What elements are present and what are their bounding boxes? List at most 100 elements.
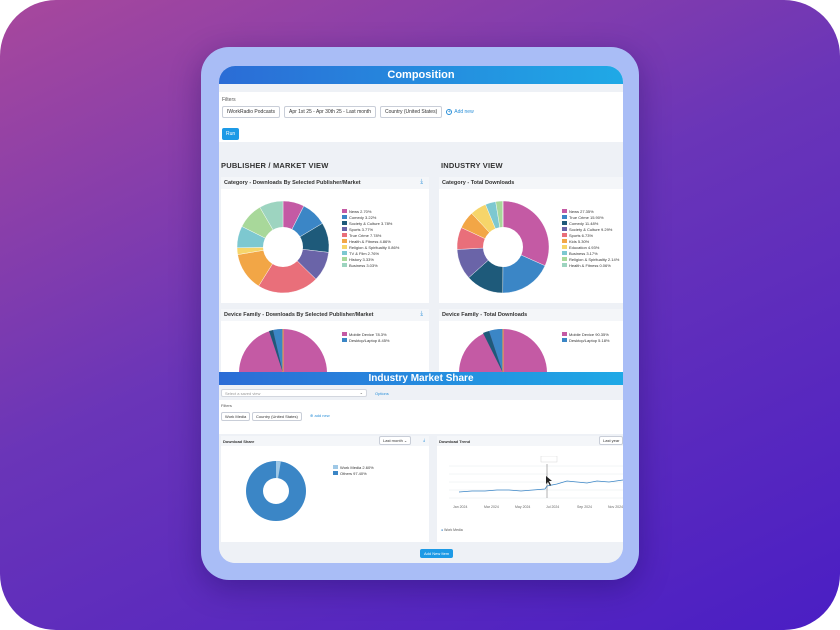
legend-item: Mobile Device 90.35%: [562, 331, 609, 337]
share-range-label: Last month: [383, 438, 403, 443]
trend-legend: ● Work Media: [441, 528, 463, 532]
legend-swatch: [333, 471, 338, 475]
download-icon[interactable]: ⤓: [420, 179, 423, 185]
legend-item: Work Media 2.60%: [333, 464, 374, 470]
legend-item: News 27.35%: [562, 208, 619, 214]
ims-chip-publisher[interactable]: Work Media: [221, 412, 251, 421]
legend-label: Sports 6.73%: [569, 232, 594, 238]
download-trend-head: Download Trend Last year: [437, 436, 623, 446]
trend-x-tick: May 2024: [515, 505, 530, 509]
run-button[interactable]: Run: [222, 128, 240, 140]
legend-swatch: [342, 263, 347, 267]
ims-chip-country[interactable]: Country (United States): [252, 412, 302, 421]
legend-label: Desktop/Laptop 8.45%: [349, 337, 390, 343]
legend-item: Health & Fitness 4.86%: [342, 238, 399, 244]
legend-label: Work Media 2.60%: [340, 464, 374, 470]
saved-view-select[interactable]: Select a saved view ⌄: [221, 389, 367, 397]
add-new-filter[interactable]: + Add new: [446, 109, 474, 115]
legend-swatch: [562, 215, 567, 219]
legend-label: Business 3.03%: [349, 262, 378, 268]
download-trend-chart: Jan 2024 Mar 2024 May 2024 Jul 2024 Sep 2024…: [449, 456, 623, 509]
legend-label: Religion & Spirituality 0.86%: [349, 244, 400, 250]
device-publisher-pie: [239, 329, 327, 372]
legend-item: Education 4.93%: [562, 244, 619, 250]
legend-swatch: [562, 257, 567, 261]
download-share-donut: [246, 461, 306, 521]
share-range-select[interactable]: Last month ⌄: [379, 436, 412, 445]
legend-label: Religion & Spirituality 2.14%: [569, 256, 620, 262]
legend-swatch: [562, 209, 567, 213]
legend-label: Education 4.93%: [569, 244, 600, 250]
filter-chip-date[interactable]: Apr 1st 25 - Apr 30th 25 - Last month: [283, 106, 376, 118]
legend-swatch: [342, 251, 347, 255]
panel-title: Category - Total Downloads: [439, 177, 623, 189]
legend-label: True Crime 15.90%: [569, 214, 604, 220]
legend-swatch: [342, 209, 347, 213]
filter-chips: IWorkRadio Podcasts Apr 1st 25 - Apr 30t…: [222, 106, 620, 118]
legend-item: Others 97.40%: [333, 470, 374, 476]
legend-label: Mobile Device 78.3%: [349, 331, 387, 337]
legend-swatch: [562, 227, 567, 231]
legend-item: Comedy 3.22%: [342, 214, 399, 220]
trend-x-tick: Nov 2024: [608, 505, 623, 509]
legend-label: True Crime 7.78%: [349, 232, 382, 238]
legend-item: Desktop/Laptop 5.18%: [562, 337, 609, 343]
device-total-panel: Device Family - Total Downloads Mobile D…: [439, 309, 623, 372]
legend-swatch: [342, 257, 347, 261]
legend-item: Business 3.17%: [562, 250, 619, 256]
ims-add-new[interactable]: ⊕ add new: [310, 413, 330, 418]
ims-filters-bar: Filters Work Media Country (United State…: [219, 400, 623, 434]
legend-label: Comedy 3.22%: [349, 214, 377, 220]
filter-chip-country[interactable]: Country (United States): [379, 106, 443, 118]
options-link[interactable]: Options: [375, 391, 389, 396]
download-share-head: Download Share Last month ⌄ ⤓: [221, 436, 429, 446]
add-new-item-button[interactable]: Add New Item: [420, 549, 454, 558]
legend-item: True Crime 7.78%: [342, 232, 399, 238]
legend-item: News 2.70%: [342, 208, 399, 214]
filters-label: Filters: [222, 97, 236, 103]
donut-hole: [263, 227, 303, 267]
panel-title: Category - Downloads By Selected Publish…: [221, 177, 429, 189]
mouse-cursor-icon: [546, 476, 552, 486]
chevron-down-icon: ⌄: [359, 390, 363, 395]
download-trend-panel: Download Trend Last year Jan 2024 Mar 202…: [437, 436, 623, 542]
category-total-pie: [456, 200, 550, 294]
legend-item: Comedy 11.48%: [562, 220, 619, 226]
download-share-panel: Download Share Last month ⌄ ⤓ Work Media…: [221, 436, 429, 542]
legend-swatch: [562, 332, 567, 336]
filters-bar: Filters IWorkRadio Podcasts Apr 1st 25 -…: [219, 92, 623, 142]
legend-item: Business 3.03%: [342, 262, 399, 268]
device-total-legend: Mobile Device 90.35% Desktop/Laptop 5.18%: [562, 331, 609, 343]
legend-item: Kids 5.30%: [562, 238, 619, 244]
trend-x-tick: Mar 2024: [484, 505, 499, 509]
download-trend-title: Download Trend: [439, 439, 471, 444]
legend-swatch: [562, 245, 567, 249]
legend-label: Sports 3.77%: [349, 226, 374, 232]
legend-label: Mobile Device 90.35%: [569, 331, 609, 337]
legend-label: Health & Fitness 0.06%: [569, 262, 611, 268]
plus-circle-icon: ⊕: [310, 413, 314, 418]
trend-x-tick: Jan 2024: [453, 505, 467, 509]
legend-item: Religion & Spirituality 0.86%: [342, 244, 399, 250]
legend-swatch: [342, 332, 347, 336]
legend-swatch: [342, 215, 347, 219]
filter-chip-publisher[interactable]: IWorkRadio Podcasts: [222, 106, 280, 118]
plus-circle-icon: +: [446, 109, 453, 115]
legend-swatch: [562, 251, 567, 255]
legend-swatch: [562, 338, 567, 342]
legend-item: Mobile Device 78.3%: [342, 331, 389, 337]
device-publisher-legend: Mobile Device 78.3% Desktop/Laptop 8.45%: [342, 331, 389, 343]
pie-slice: [258, 246, 317, 294]
add-new-label: Add new: [454, 109, 474, 115]
download-icon[interactable]: ⤓: [423, 437, 425, 442]
trend-x-tick: Sep 2024: [577, 505, 592, 509]
legend-swatch: [342, 221, 347, 225]
legend-item: Society & Culture 3.78%: [342, 220, 399, 226]
legend-label: Society & Culture 3.78%: [349, 220, 393, 226]
trend-legend-label: Work Media: [444, 528, 463, 532]
category-publisher-panel: Category - Downloads By Selected Publish…: [221, 177, 429, 303]
trend-range-select[interactable]: Last year: [599, 436, 623, 445]
legend-item: Desktop/Laptop 8.45%: [342, 337, 389, 343]
ims-filters-label: Filters: [221, 403, 232, 408]
download-icon[interactable]: ⤓: [420, 311, 423, 317]
